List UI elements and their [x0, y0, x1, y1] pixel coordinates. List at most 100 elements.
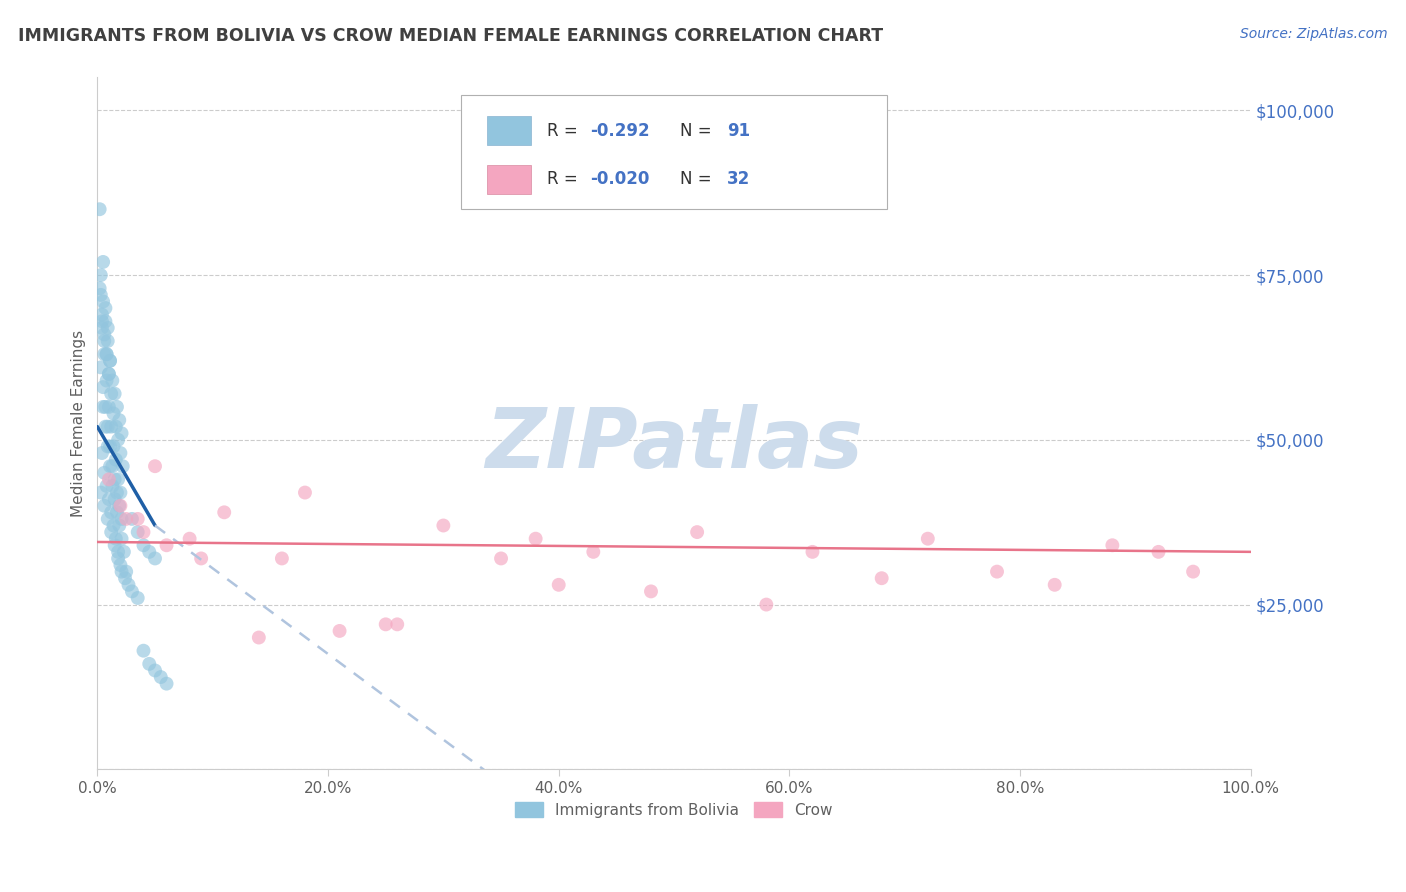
Point: [111, 459, 134, 474]
Point: [94, 400, 117, 414]
Point: [91, 294, 114, 309]
Point: [107, 472, 129, 486]
Point: [104, 386, 127, 401]
Point: [1182, 565, 1205, 579]
Point: [1147, 545, 1170, 559]
Point: [107, 433, 129, 447]
Point: [90, 268, 112, 282]
Point: [93, 334, 115, 348]
Point: [110, 565, 132, 579]
Point: [89, 281, 111, 295]
Point: [96, 347, 118, 361]
Point: [155, 676, 177, 690]
Point: [247, 631, 270, 645]
Point: [97, 334, 120, 348]
Point: [387, 617, 409, 632]
Point: [132, 525, 155, 540]
Point: [108, 499, 131, 513]
Point: [1101, 538, 1123, 552]
Text: -0.292: -0.292: [591, 121, 650, 140]
Point: [179, 532, 201, 546]
Point: [582, 545, 605, 559]
FancyBboxPatch shape: [461, 95, 887, 209]
Point: [986, 565, 1008, 579]
Point: [143, 551, 166, 566]
Point: [115, 565, 138, 579]
Point: [91, 446, 114, 460]
Point: [108, 413, 131, 427]
Point: [97, 419, 120, 434]
Point: [98, 353, 121, 368]
Point: [115, 512, 138, 526]
Point: [190, 551, 212, 566]
Point: [97, 400, 120, 414]
Point: [96, 479, 118, 493]
Point: [100, 505, 122, 519]
Point: [103, 407, 125, 421]
Point: [93, 499, 115, 513]
Point: [127, 512, 149, 526]
Point: [110, 558, 132, 572]
Point: [212, 505, 235, 519]
Point: [117, 578, 139, 592]
Point: [329, 624, 352, 638]
Point: [104, 532, 127, 546]
Point: [97, 367, 120, 381]
Point: [374, 617, 396, 632]
Text: Source: ZipAtlas.com: Source: ZipAtlas.com: [1240, 27, 1388, 41]
Point: [104, 452, 127, 467]
Bar: [488, 165, 531, 194]
Point: [105, 505, 128, 519]
Point: [100, 386, 122, 401]
Point: [755, 598, 778, 612]
Point: [107, 551, 129, 566]
Point: [104, 538, 127, 552]
Point: [89, 202, 111, 217]
Point: [640, 584, 662, 599]
Point: [96, 374, 118, 388]
Point: [98, 353, 121, 368]
Point: [93, 466, 115, 480]
Point: [110, 446, 132, 460]
Point: [104, 419, 127, 434]
Point: [107, 545, 129, 559]
Point: [686, 525, 709, 540]
Point: [103, 518, 125, 533]
Point: [105, 400, 128, 414]
Point: [97, 472, 120, 486]
Point: [101, 459, 124, 474]
Point: [294, 485, 316, 500]
Point: [91, 308, 114, 322]
Point: [132, 643, 155, 657]
Point: [104, 472, 127, 486]
Point: [97, 512, 120, 526]
Point: [98, 459, 121, 474]
Point: [138, 545, 160, 559]
Point: [121, 584, 143, 599]
Text: IMMIGRANTS FROM BOLIVIA VS CROW MEDIAN FEMALE EARNINGS CORRELATION CHART: IMMIGRANTS FROM BOLIVIA VS CROW MEDIAN F…: [18, 27, 883, 45]
Point: [112, 545, 135, 559]
Point: [90, 485, 112, 500]
Point: [93, 327, 115, 342]
Point: [100, 525, 122, 540]
Point: [489, 551, 512, 566]
Point: [149, 670, 172, 684]
Point: [91, 400, 114, 414]
Text: ZIPatlas: ZIPatlas: [485, 403, 863, 484]
Point: [103, 439, 125, 453]
Text: N =: N =: [681, 121, 717, 140]
Point: [121, 512, 143, 526]
Point: [127, 525, 149, 540]
Point: [870, 571, 893, 585]
Point: [90, 360, 112, 375]
Bar: [488, 116, 531, 145]
Point: [91, 255, 114, 269]
Point: [127, 591, 149, 605]
Point: [96, 347, 118, 361]
Text: R =: R =: [547, 121, 583, 140]
Point: [91, 314, 114, 328]
Point: [94, 301, 117, 315]
Point: [138, 657, 160, 671]
Point: [917, 532, 939, 546]
Point: [94, 419, 117, 434]
